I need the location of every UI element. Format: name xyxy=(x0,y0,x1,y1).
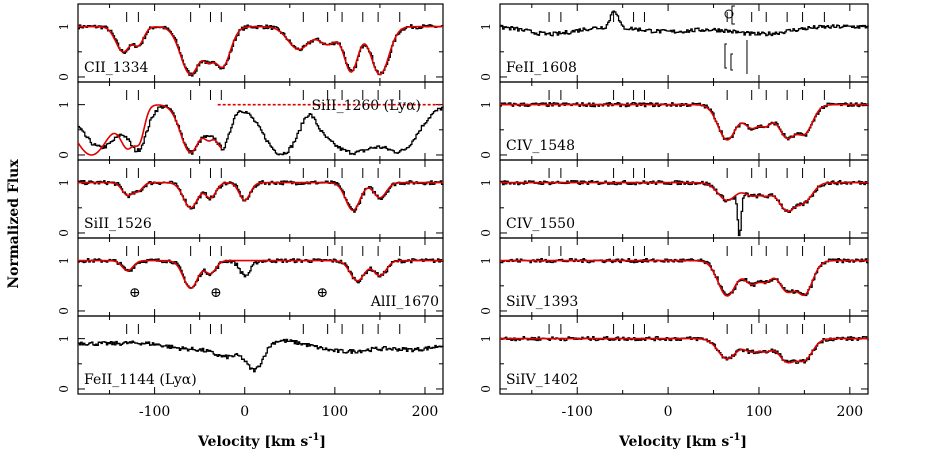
panel-left-siii-1526: 0 1 SiII_1526 xyxy=(57,159,444,239)
panel-left-siii-1526-ytick-label: 1 xyxy=(57,179,71,187)
panel-right-feii-1608-data xyxy=(500,10,869,37)
panel-right-feii-1608-bracket-a xyxy=(731,5,735,25)
panel-left-siii-1260-ly-fit xyxy=(77,104,223,156)
panel-left-alii-1670-label: AlII_1670 xyxy=(370,294,439,310)
x-axis-title-left-close: ] xyxy=(319,434,326,450)
x-axis-title-left-main: Velocity [km s xyxy=(197,434,308,450)
panel-right-feii-1608-label: FeII_1608 xyxy=(506,60,577,76)
xtick-label-right: 100 xyxy=(746,404,773,420)
panel-left-alii-1670-fit xyxy=(78,259,443,290)
panel-left-alii-1670-ytick-label: 1 xyxy=(57,257,71,265)
xtick-label-right: 0 xyxy=(664,404,673,420)
panel-right-siiv-1402-ytick-label: 0 xyxy=(479,385,493,393)
panel-right-feii-1608-bracket-circle xyxy=(724,9,734,19)
panel-left-cii-1334-fit xyxy=(78,25,443,76)
panel-right-feii-1608-ytick-label: 1 xyxy=(479,23,493,31)
x-axis-title-right-main: Velocity [km s xyxy=(618,434,729,450)
panel-right-siiv-1393: 0 1 SiIV_1393 xyxy=(479,237,869,317)
panel-left-feii-1144-ly-label: FeII_1144 (Lyα) xyxy=(84,372,197,388)
xtick-label-left: 100 xyxy=(321,404,348,420)
panel-right-siiv-1402-fit xyxy=(500,337,868,364)
panel-right-civ-1550-ytick-label: 0 xyxy=(479,229,493,237)
panel-left-cii-1334-ytick-label: 1 xyxy=(57,23,71,31)
panel-right-civ-1550: 0 1 CIV_1550 xyxy=(479,159,869,239)
panel-right-siiv-1402-frame xyxy=(499,315,869,395)
panel-right-siiv-1393-ytick-label: 0 xyxy=(479,307,493,315)
panel-right-civ-1548: 0 1 CIV_1548 xyxy=(479,81,869,161)
xtick-label-left: 200 xyxy=(412,404,439,420)
panel-left-feii-1144-ly-ytick-label: 1 xyxy=(57,335,71,343)
x-axis-title-right-close: ] xyxy=(740,434,747,450)
panel-grid: 0 1 CII_1334 0 1 SiII_1260 (Lyα) 0 1 SiII_1526 0 1… xyxy=(57,3,869,420)
panel-right-siiv-1402-label: SiIV_1402 xyxy=(506,372,578,388)
panel-right-siiv-1393-label: SiIV_1393 xyxy=(506,294,578,310)
xtick-label-right: -100 xyxy=(562,404,593,420)
panel-left-alii-1670-data xyxy=(78,258,444,289)
panel-left-cii-1334-ytick-label: 0 xyxy=(57,73,71,81)
xtick-label-left: 0 xyxy=(240,404,249,420)
x-axis-title-left-sup: -1 xyxy=(308,432,319,443)
panel-right-feii-1608: 0 1 FeII_1608 xyxy=(479,3,869,83)
panel-left-siii-1526-ytick-label: 0 xyxy=(57,229,71,237)
panel-left-feii-1144-ly-ytick-label: 0 xyxy=(57,385,71,393)
y-axis-title: Normalized Flux xyxy=(6,159,22,289)
panel-left-alii-1670-marker-symbol: ⊕ xyxy=(316,285,328,301)
panel-right-siiv-1393-data xyxy=(500,257,869,297)
panel-left-siii-1260-ly-ytick-label: 0 xyxy=(57,151,71,159)
panel-left-alii-1670-ytick-label: 0 xyxy=(57,307,71,315)
panel-left-feii-1144-ly: 0 1 FeII_1144 (Lyα) -100 0 100 200 xyxy=(57,315,444,420)
panel-right-siiv-1393-fit xyxy=(500,259,868,297)
x-axis-title-right: Velocity [km s-1] xyxy=(618,432,747,450)
panel-right-siiv-1402-ytick-label: 1 xyxy=(479,335,493,343)
panel-right-civ-1548-label: CIV_1548 xyxy=(506,138,575,154)
panel-right-civ-1548-ytick-label: 1 xyxy=(479,101,493,109)
panel-left-alii-1670: 0 1 ⊕ ⊕ ⊕ AlII_1670 xyxy=(57,237,444,317)
panel-left-feii-1144-ly-frame xyxy=(77,315,444,395)
panel-right-civ-1548-ytick-label: 0 xyxy=(479,151,493,159)
x-axis-title-right-sup: -1 xyxy=(729,432,740,443)
panel-left-cii-1334: 0 1 CII_1334 xyxy=(57,3,444,83)
panel-left-alii-1670-marker-symbol: ⊕ xyxy=(210,285,222,301)
panel-right-siiv-1402: 0 1 SiIV_1402 -100 0 100 200 xyxy=(479,315,869,420)
panel-left-siii-1260-ly: 0 1 SiII_1260 (Lyα) xyxy=(57,81,444,161)
panel-left-cii-1334-label: CII_1334 xyxy=(84,60,148,76)
panel-left-feii-1144-ly-data xyxy=(78,338,444,373)
panel-left-siii-1526-data xyxy=(78,180,444,213)
panel-left-siii-1526-label: SiII_1526 xyxy=(84,216,152,232)
panel-right-civ-1550-label: CIV_1550 xyxy=(506,216,575,232)
xtick-label-right: 200 xyxy=(836,404,863,420)
panel-right-feii-1608-bracket-b xyxy=(724,43,727,69)
panel-left-siii-1526-fit xyxy=(78,181,443,212)
x-axis-title-left: Velocity [km s-1] xyxy=(197,432,326,450)
panel-right-feii-1608-ytick-label: 0 xyxy=(479,73,493,81)
panel-left-siii-1260-ly-ytick-label: 1 xyxy=(57,101,71,109)
panel-right-siiv-1393-ytick-label: 1 xyxy=(479,257,493,265)
panel-left-siii-1260-ly-data xyxy=(78,104,444,156)
panel-right-civ-1550-ytick-label: 1 xyxy=(479,179,493,187)
panel-left-alii-1670-marker-symbol: ⊕ xyxy=(129,285,141,301)
panel-right-civ-1550-fit xyxy=(500,181,868,213)
xtick-label-left: -100 xyxy=(139,404,170,420)
panel-right-civ-1548-fit xyxy=(500,103,868,141)
panel-left-siii-1260-ly-label: SiII_1260 (Lyα) xyxy=(311,98,421,114)
panel-right-feii-1608-bracket-c xyxy=(730,53,733,71)
